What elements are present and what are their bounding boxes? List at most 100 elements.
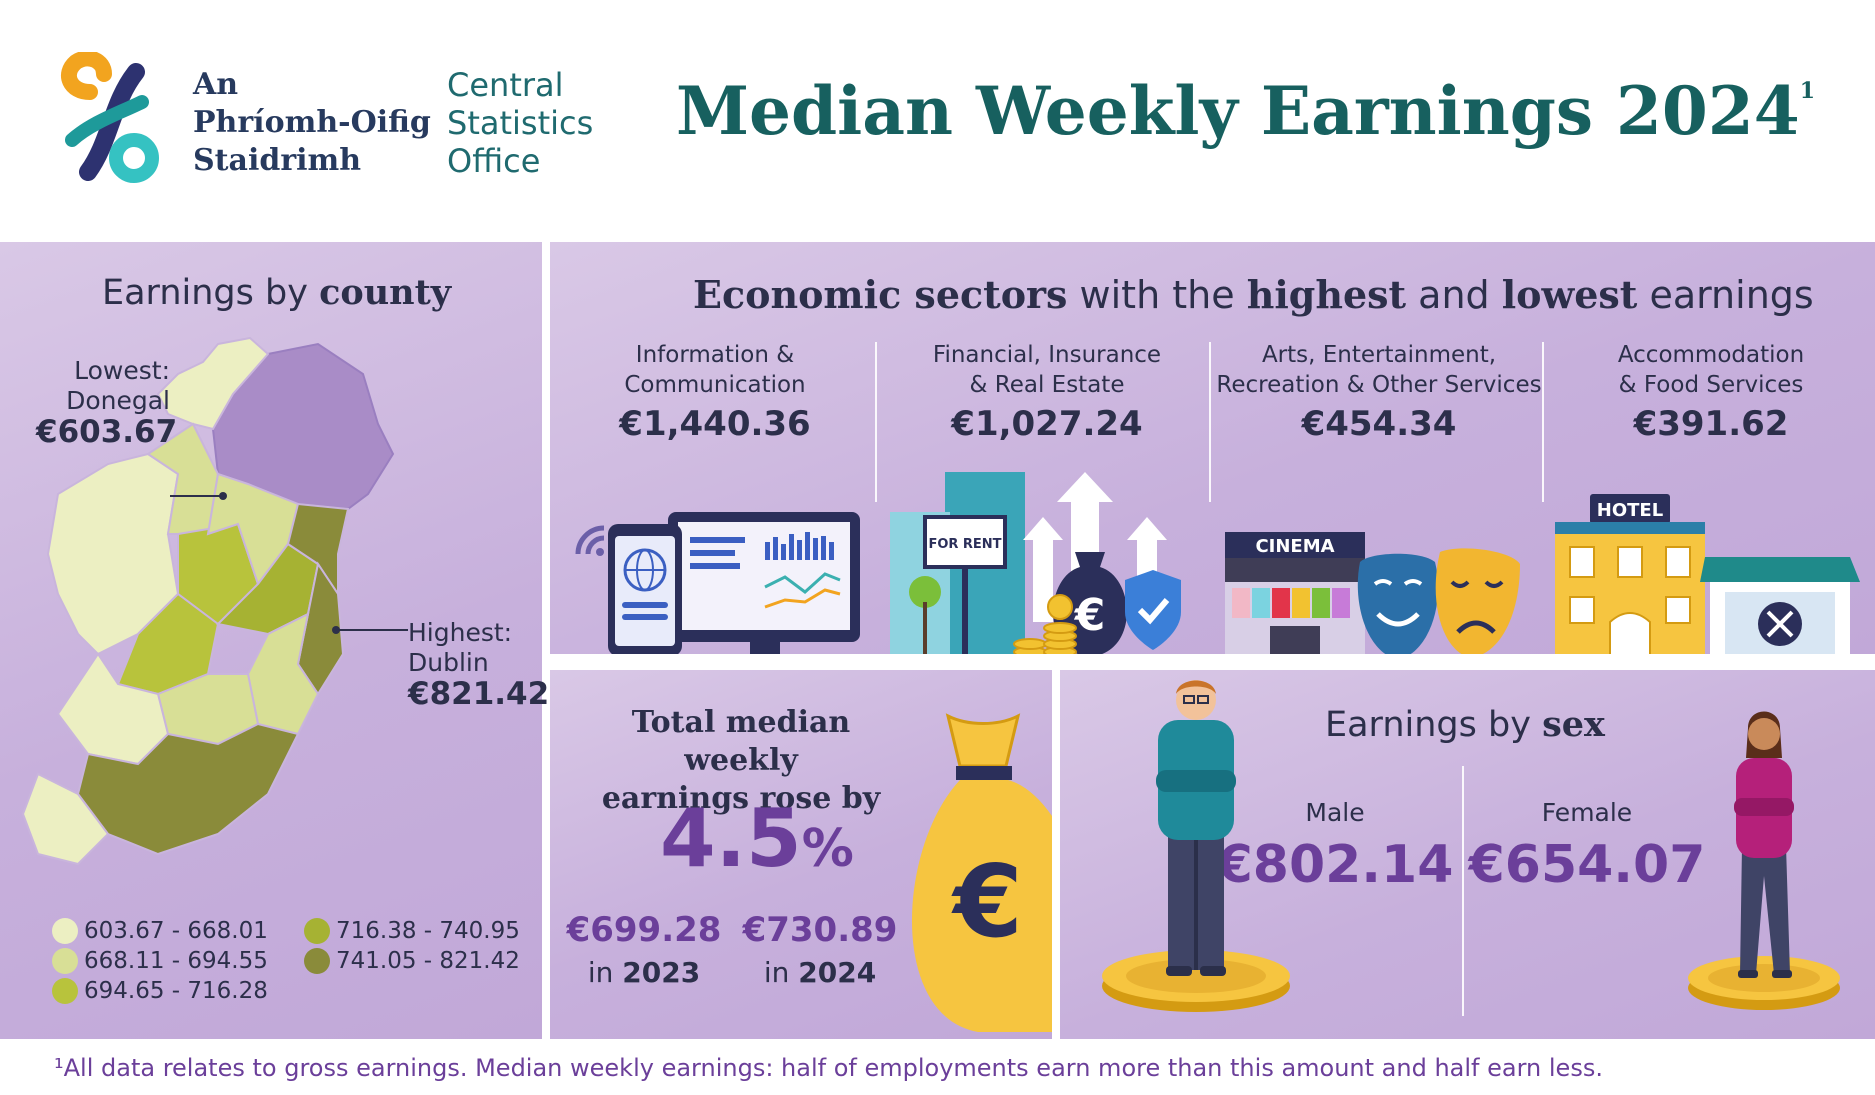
sector-name-line-2: & Real Estate bbox=[969, 372, 1125, 398]
finance-buildings-icon: FOR RENT € bbox=[890, 472, 1181, 662]
sector-name-line-2: Recreation & Other Services bbox=[1216, 372, 1542, 398]
sector-name-line-2: & Food Services bbox=[1618, 372, 1804, 398]
highest-county-value: €821.42 bbox=[408, 676, 550, 712]
sector-financial-insurance: Financial, Insurance & Real Estate €1,02… bbox=[882, 340, 1212, 444]
sector-name-line-1: Information & bbox=[635, 342, 795, 368]
earnings-2023-label: in 2023 bbox=[564, 956, 724, 989]
hotel-restaurant-icon: HOTEL bbox=[1555, 494, 1860, 662]
earnings-2023-value: €699.28 bbox=[566, 910, 722, 950]
lowest-label-line-2: Donegal bbox=[66, 386, 170, 415]
legend-item: 694.65 - 716.28 bbox=[52, 978, 268, 1004]
sector-arts-entertainment: Arts, Entertainment, Recreation & Other … bbox=[1214, 340, 1544, 444]
total-earnings-title: Total median weekly earnings rose by bbox=[576, 704, 906, 818]
hotel-sign-text: HOTEL bbox=[1597, 500, 1663, 521]
total-title-line-2: earnings rose by bbox=[601, 781, 881, 816]
total-percent-increase: 4.5% bbox=[660, 792, 854, 885]
legend-swatch bbox=[52, 948, 78, 974]
logo-irish-line-2: Phríomh-Oifig bbox=[193, 105, 431, 140]
sex-panel-title: Earnings by sex bbox=[1325, 704, 1605, 745]
logo-irish-line-3: Staidrimh bbox=[193, 143, 362, 178]
sector-name: Arts, Entertainment, Recreation & Other … bbox=[1214, 340, 1544, 400]
sectors-title-part: earnings bbox=[1637, 273, 1814, 317]
sector-value: €1,440.36 bbox=[619, 404, 811, 444]
sectors-title-part: highest bbox=[1246, 272, 1407, 317]
legend-label: 741.05 - 821.42 bbox=[336, 948, 520, 974]
county-panel: Earnings by county Lowest: Donegal €603.… bbox=[0, 242, 549, 1039]
sector-value: €1,027.24 bbox=[951, 404, 1143, 444]
legend-item: 668.11 - 694.55 bbox=[52, 948, 268, 974]
sector-name-line-2: Communication bbox=[624, 372, 806, 398]
year-number: 2023 bbox=[622, 956, 701, 989]
year-number: 2024 bbox=[798, 956, 877, 989]
sector-name-line-1: Arts, Entertainment, bbox=[1261, 342, 1497, 368]
svg-text:€: € bbox=[1074, 590, 1106, 641]
sector-name: Accommodation & Food Services bbox=[1546, 340, 1875, 400]
sector-name: Information & Communication bbox=[550, 340, 880, 400]
lowest-label-line-1: Lowest: bbox=[74, 356, 170, 385]
percent-number: 4.5 bbox=[660, 792, 802, 885]
ireland-county-map bbox=[21, 336, 408, 866]
female-label: Female bbox=[1541, 798, 1633, 827]
male-earnings: Male €802.14 bbox=[1210, 798, 1460, 895]
legend-swatch bbox=[304, 948, 330, 974]
sectors-panel-title: Economic sectors with the highest and lo… bbox=[693, 272, 1814, 317]
earnings-2024-label: in 2024 bbox=[740, 956, 900, 989]
county-title-prefix: Earnings by bbox=[102, 273, 320, 313]
legend-item: 603.67 - 668.01 bbox=[52, 918, 268, 944]
sex-earnings-panel: Earnings by sex Male €802.14 Female €654… bbox=[1060, 670, 1875, 1039]
cso-logo-icon bbox=[61, 52, 159, 183]
cinema-theatre-masks-icon: CINEMA bbox=[1225, 532, 1520, 662]
percent-sign: % bbox=[801, 819, 854, 879]
legend-swatch bbox=[52, 918, 78, 944]
legend-item: 741.05 - 821.42 bbox=[304, 948, 520, 974]
highest-county-label: Highest: Dublin bbox=[408, 618, 512, 678]
sex-title-prefix: Earnings by bbox=[1325, 705, 1543, 745]
legend-item: 716.38 - 740.95 bbox=[304, 918, 520, 944]
logo-irish-line-1: An bbox=[193, 67, 239, 102]
sectors-title-part: lowest bbox=[1501, 272, 1638, 317]
for-rent-sign-text: FOR RENT bbox=[928, 537, 1001, 552]
logo-irish-text: An Phríomh-Oifig Staidrimh bbox=[193, 66, 431, 180]
female-earnings: Female €654.07 bbox=[1462, 798, 1712, 895]
lowest-county-label: Lowest: Donegal bbox=[66, 356, 170, 416]
sectors-title-part: with the bbox=[1067, 273, 1247, 317]
highest-label-line-1: Highest: bbox=[408, 618, 513, 647]
footnote: ¹All data relates to gross earnings. Med… bbox=[54, 1054, 1603, 1082]
svg-text:€: € bbox=[951, 843, 1023, 960]
male-value: €802.14 bbox=[1216, 835, 1454, 895]
male-figure-icon bbox=[1102, 680, 1290, 1012]
sector-divider bbox=[875, 342, 877, 502]
legend-swatch bbox=[304, 918, 330, 944]
sex-title-bold: sex bbox=[1542, 704, 1605, 745]
earnings-2024: €730.89 in 2024 bbox=[740, 910, 900, 989]
sector-name: Financial, Insurance & Real Estate bbox=[882, 340, 1212, 400]
county-title-bold: county bbox=[319, 272, 452, 313]
sector-value: €454.34 bbox=[1301, 404, 1457, 444]
sectors-bottom-divider bbox=[550, 654, 1875, 662]
cinema-sign-text: CINEMA bbox=[1255, 536, 1334, 557]
sex-divider bbox=[1462, 766, 1464, 1016]
sector-name-line-1: Accommodation bbox=[1617, 342, 1805, 368]
logo-english-text: Central Statistics Office bbox=[447, 66, 593, 180]
computer-phone-icon bbox=[575, 512, 860, 660]
sectors-panel: Economic sectors with the highest and lo… bbox=[550, 242, 1875, 662]
total-earnings-panel: Total median weekly earnings rose by 4.5… bbox=[550, 670, 1052, 1039]
sector-divider bbox=[1542, 342, 1544, 502]
logo-english-line-3: Office bbox=[447, 142, 541, 180]
page-title-text: Median Weekly Earnings 2024 bbox=[675, 72, 1800, 150]
sector-accommodation-food: Accommodation & Food Services €391.62 bbox=[1546, 340, 1875, 444]
sector-divider bbox=[1209, 342, 1211, 502]
legend-label: 603.67 - 668.01 bbox=[84, 918, 268, 944]
sector-value: €391.62 bbox=[1633, 404, 1789, 444]
sector-name-line-1: Financial, Insurance bbox=[932, 342, 1162, 368]
year-prefix: in bbox=[763, 956, 799, 989]
legend-label: 694.65 - 716.28 bbox=[84, 978, 268, 1004]
money-bag-icon: € bbox=[911, 713, 1052, 1032]
male-label: Male bbox=[1305, 798, 1365, 827]
sector-information-communication: Information & Communication €1,440.36 bbox=[550, 340, 880, 444]
header: An Phríomh-Oifig Staidrimh Central Stati… bbox=[0, 0, 1875, 240]
sectors-title-part: and bbox=[1406, 273, 1502, 317]
female-value: €654.07 bbox=[1468, 835, 1706, 895]
county-panel-title: Earnings by county bbox=[102, 272, 451, 313]
earnings-2023: €699.28 in 2023 bbox=[564, 910, 724, 989]
